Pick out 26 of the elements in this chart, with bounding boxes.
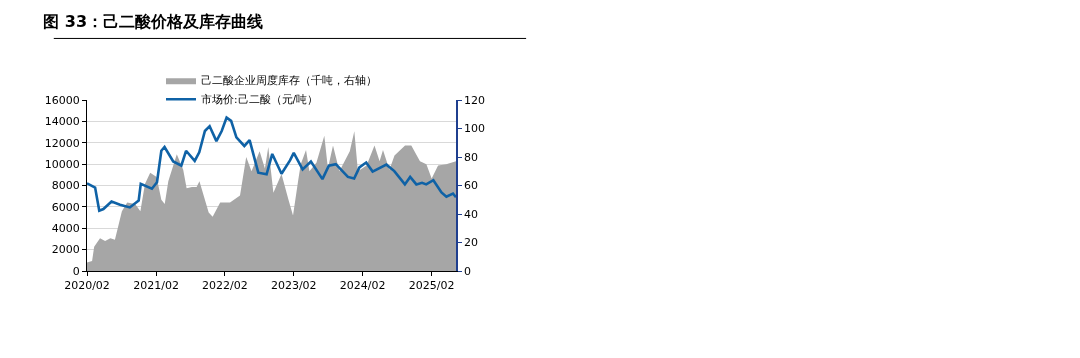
x-tick-label: 2024/02	[339, 279, 386, 293]
y-tick-label: 14000	[44, 115, 80, 129]
y2-tick-label: 20	[463, 236, 478, 250]
y2-tick-label: 100	[463, 122, 485, 136]
x-tick-label: 2025/02	[408, 279, 455, 293]
y-tick-label: 10000	[44, 157, 80, 171]
y2-tick-label: 120	[463, 93, 485, 107]
y-tick-label: 12000	[44, 136, 80, 150]
x-tick-label: 2020/02	[64, 279, 110, 293]
x-tick-label: 2022/02	[202, 279, 248, 293]
y2-tick-label: 60	[463, 179, 478, 193]
legend-label: 己二酸企业周度库存（千吨，右轴）	[201, 74, 377, 87]
y-tick-label: 16000	[44, 93, 80, 107]
y-tick-label: 2000	[51, 243, 80, 257]
legend-label: 市场价:己二酸（元/吨）	[201, 93, 319, 106]
chart-title: 图 33：己二酸价格及库存曲线	[43, 12, 264, 32]
x-tick-label: 2021/02	[133, 279, 179, 293]
y-tick-label: 0	[72, 264, 80, 278]
y2-tick-label: 40	[463, 207, 478, 221]
y-tick-label: 8000	[51, 179, 80, 193]
y-tick-label: 4000	[51, 222, 80, 236]
line-series	[87, 116, 456, 212]
y2-tick-label: 0	[463, 264, 471, 278]
y-tick-label: 6000	[51, 200, 80, 214]
x-tick-label: 2023/02	[270, 279, 317, 293]
y2-tick-label: 80	[463, 150, 478, 164]
